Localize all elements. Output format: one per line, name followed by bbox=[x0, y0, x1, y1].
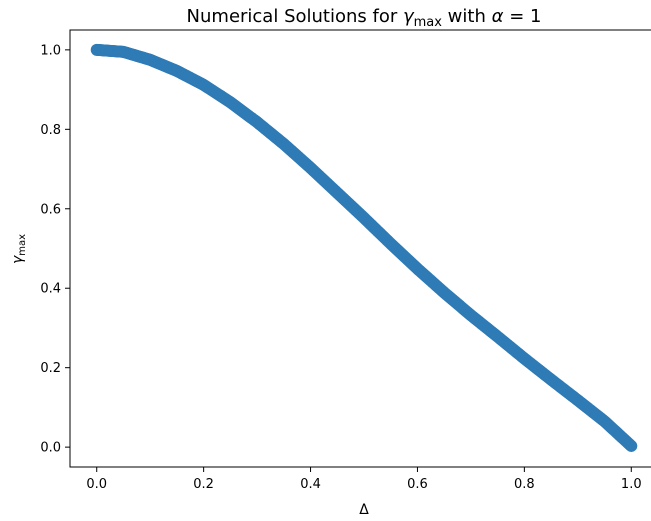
chart-title: Numerical Solutions for γmax with α = 1 bbox=[187, 6, 542, 30]
x-tick-label: 0.2 bbox=[193, 477, 214, 492]
x-tick-label: 0.8 bbox=[514, 477, 535, 492]
x-tick-label: 0.0 bbox=[86, 477, 107, 492]
y-tick-label: 1.0 bbox=[40, 43, 61, 58]
y-tick-label: 0.0 bbox=[40, 441, 61, 456]
x-tick-label: 1.0 bbox=[621, 477, 642, 492]
y-axis-label: γmax bbox=[10, 234, 28, 264]
y-tick-label: 0.2 bbox=[40, 361, 61, 376]
y-tick-label: 0.6 bbox=[40, 202, 61, 217]
scatter-series bbox=[90, 43, 638, 452]
plot-area-frame bbox=[69, 29, 651, 468]
x-axis: 0.0 0.2 0.4 0.6 0.8 1.0 bbox=[86, 467, 642, 492]
x-axis-label: Δ bbox=[359, 502, 369, 518]
y-tick-label: 0.8 bbox=[40, 123, 61, 138]
x-tick-label: 0.6 bbox=[407, 477, 428, 492]
x-tick-label: 0.4 bbox=[300, 477, 321, 492]
scatter-point bbox=[625, 439, 638, 452]
y-tick-label: 0.4 bbox=[40, 282, 61, 297]
y-axis: 0.0 0.2 0.4 0.6 0.8 1.0 bbox=[40, 43, 70, 456]
